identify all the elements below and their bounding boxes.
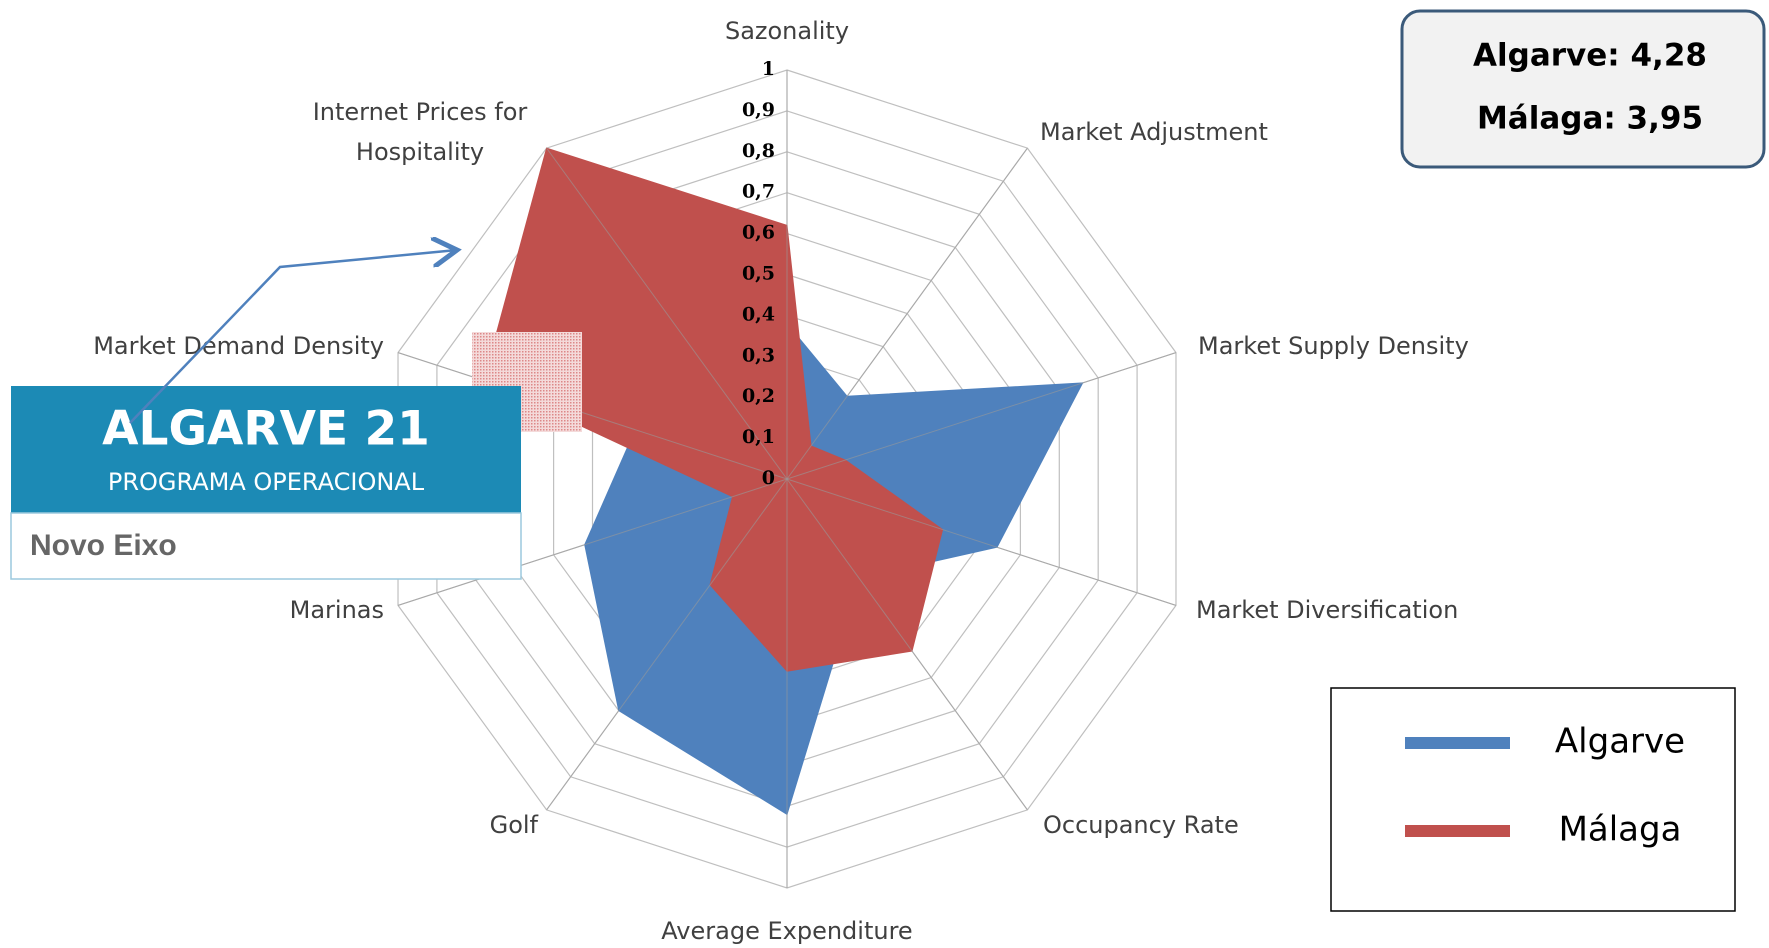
- r-tick-label: 0,1: [742, 426, 775, 448]
- r-tick-label: 0,2: [742, 385, 775, 407]
- category-label: Market Adjustment: [1040, 118, 1268, 146]
- logo-title: ALGARVE 21: [102, 402, 430, 457]
- spoke-over: [786, 352, 1177, 480]
- score-box: [1400, 9, 1766, 169]
- category-label: Market Demand Density: [93, 332, 384, 360]
- category-label: Sazonality: [725, 17, 849, 45]
- spoke-over: [786, 478, 1028, 811]
- score: Málaga: 3,95: [1477, 101, 1703, 137]
- spoke-over: [397, 352, 788, 480]
- category-label: Marinas: [290, 596, 384, 624]
- category-label: Occupancy Rate: [1043, 811, 1239, 839]
- legend-label: Algarve: [1555, 722, 1685, 762]
- legend-box: [1330, 687, 1736, 912]
- spoke-over: [546, 147, 788, 480]
- caption-box: [10, 512, 522, 580]
- score: Algarve: 4,28: [1473, 38, 1707, 74]
- labels: 0 0,1 0,2 0,3 0,4 0,5 0,6 0,7 0,8 0,9 1 Sazonality M…: [93, 17, 1469, 945]
- r-tick-label: 0,7: [742, 181, 775, 203]
- logo-subtitle: PROGRAMA OPERACIONAL: [108, 468, 425, 496]
- category-label: Internet Prices for Hospitality: [313, 98, 528, 166]
- category-label: Market Supply Density: [1198, 332, 1469, 360]
- category-label: Market Diversification: [1196, 596, 1458, 624]
- legend-label: Málaga: [1559, 810, 1682, 850]
- arrow: [129, 250, 457, 424]
- spoke-over: [546, 478, 788, 811]
- spoke-over: [786, 478, 1177, 606]
- spoke-over: [786, 147, 1028, 480]
- category-label: Golf: [490, 811, 539, 839]
- logo-caption: Novo Eixo: [30, 529, 177, 562]
- spoke-over: [397, 478, 788, 606]
- legend: Algarve Málaga: [1405, 722, 1685, 850]
- logo-box: [11, 386, 521, 513]
- r-tick-label: 0,6: [742, 222, 775, 244]
- radar-marks: [397, 70, 1177, 888]
- r-tick-label: 0: [762, 467, 775, 489]
- r-tick-label: 0,9: [742, 99, 775, 121]
- r-tick-label: 0,8: [742, 140, 775, 162]
- r-tick-label: 1: [762, 58, 775, 80]
- r-tick-label: 0,4: [742, 303, 775, 325]
- r-tick-label: 0,5: [742, 263, 775, 285]
- category-label: Average Expenditure: [661, 917, 912, 945]
- r-tick-label: 0,3: [742, 344, 775, 366]
